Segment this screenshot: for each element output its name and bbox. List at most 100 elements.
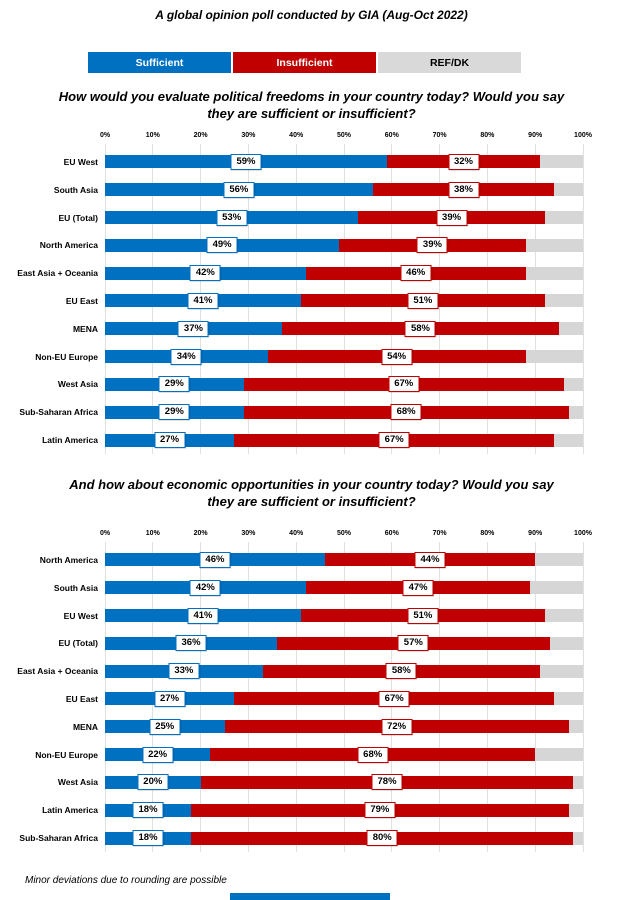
value-label: 68%: [390, 404, 422, 421]
bar-segment-ref-dk: [525, 266, 583, 280]
bar-track: 36% 57%: [105, 635, 583, 652]
axis-tick-label: 80%: [480, 530, 495, 537]
bar-segment-ref-dk: [573, 775, 583, 789]
bar-segment-ref-dk: [535, 748, 583, 762]
bar-segment-ref-dk: [549, 636, 583, 650]
bar-track: 59% 32%: [105, 153, 583, 170]
bar-track: 27% 67%: [105, 690, 583, 707]
value-label: 54%: [381, 348, 413, 365]
bar-segment-ref-dk: [535, 553, 583, 567]
bar-track: 42% 47%: [105, 579, 583, 596]
chart-plot-area: North America 46% 44% South Asia 42% 47% EU We…: [0, 542, 623, 852]
legend-item-insufficient: Insufficient: [233, 52, 376, 73]
bar-segment-ref-dk: [525, 238, 583, 252]
axis-tick-label: 10%: [145, 132, 160, 139]
bar-segment-ref-dk: [544, 609, 583, 623]
category-label: South Asia: [53, 184, 98, 195]
chart-title: How would you evaluate political freedom…: [58, 89, 565, 121]
axis-tick-label: 90%: [528, 530, 543, 537]
bar-track: 29% 67%: [105, 376, 583, 393]
bar-track: 42% 46%: [105, 265, 583, 282]
value-label: 22%: [142, 746, 174, 763]
value-label: 78%: [371, 774, 403, 791]
axis-tick-label: 10%: [145, 530, 160, 537]
axis-tick-label: 70%: [432, 132, 447, 139]
bar-row: West Asia 20% 78%: [0, 769, 583, 797]
bar-row: Non-EU Europe 22% 68%: [0, 741, 583, 769]
category-label: Latin America: [42, 805, 98, 816]
value-label: 57%: [397, 635, 429, 652]
category-label: East Asia + Oceania: [17, 268, 98, 279]
category-label: EU (Total): [58, 638, 98, 649]
rows: EU West 59% 32% South Asia 56% 38% EU (Total) 5…: [0, 148, 583, 454]
x-axis: 0% 10% 20% 30% 40% 50% 60% 70% 80% 90% 100%: [100, 132, 592, 144]
value-label: 67%: [378, 432, 410, 449]
value-label: 18%: [132, 830, 164, 847]
bar-segment-ref-dk: [539, 155, 583, 169]
value-label: 42%: [189, 265, 221, 282]
rows: North America 46% 44% South Asia 42% 47% EU We…: [0, 546, 583, 852]
value-label: 51%: [407, 292, 439, 309]
bar-segment-ref-dk: [554, 433, 583, 447]
category-label: Sub-Saharan Africa: [19, 407, 98, 418]
axis-tick-label: 60%: [384, 132, 399, 139]
bottom-banner-partial: [230, 893, 390, 900]
bar-row: Sub-Saharan Africa 18% 80%: [0, 824, 583, 852]
bar-segment-ref-dk: [544, 294, 583, 308]
axis-tick-label: 30%: [241, 530, 256, 537]
category-label: North America: [39, 554, 98, 565]
chart-economic-opportunities: And how about economic opportunities in …: [0, 476, 623, 852]
axis-tick-label: 70%: [432, 530, 447, 537]
chart-plot-area: EU West 59% 32% South Asia 56% 38% EU (Total) 5…: [0, 144, 623, 454]
axis-tick-label: 100%: [574, 132, 592, 139]
value-label: 46%: [400, 265, 432, 282]
bar-track: 37% 58%: [105, 320, 583, 337]
bar-row: Sub-Saharan Africa 29% 68%: [0, 398, 583, 426]
axis-tick-label: 50%: [336, 132, 352, 139]
bar-row: South Asia 56% 38%: [0, 176, 583, 204]
bar-row: EU West 59% 32%: [0, 148, 583, 176]
value-label: 56%: [223, 181, 255, 198]
bar-row: South Asia 42% 47%: [0, 574, 583, 602]
category-label: EU West: [63, 156, 98, 167]
bar-segment-ref-dk: [568, 405, 583, 419]
value-label: 32%: [447, 153, 480, 170]
value-label: 39%: [416, 237, 448, 254]
value-label: 29%: [158, 376, 190, 393]
axis-tick-label: 20%: [193, 132, 208, 139]
bar-track: 34% 54%: [105, 348, 583, 365]
bar-row: Latin America 27% 67%: [0, 426, 583, 454]
bar-track: 20% 78%: [105, 774, 583, 791]
category-label: Sub-Saharan Africa: [19, 833, 98, 844]
category-label: EU East: [65, 693, 98, 704]
value-label: 27%: [154, 690, 186, 707]
axis-tick-label: 20%: [193, 530, 208, 537]
bar-row: EU West 41% 51%: [0, 602, 583, 630]
value-label: 59%: [230, 153, 262, 170]
value-label: 67%: [388, 376, 420, 393]
axis-tick-label: 80%: [480, 132, 495, 139]
bar-track: 46% 44%: [105, 551, 583, 568]
axis-tick-label: 30%: [241, 132, 256, 139]
bar-track: 18% 80%: [105, 830, 583, 847]
bar-track: 18% 79%: [105, 802, 583, 819]
bar-segment-ref-dk: [530, 581, 583, 595]
bar-track: 56% 38%: [105, 181, 583, 198]
bar-segment-ref-dk: [539, 664, 583, 678]
axis-tick-label: 40%: [289, 132, 304, 139]
value-label: 72%: [381, 718, 413, 735]
category-label: East Asia + Oceania: [17, 666, 98, 677]
axis-tick-label: 0%: [99, 132, 111, 139]
value-label: 58%: [404, 320, 436, 337]
bar-segment-ref-dk: [525, 350, 583, 364]
legend: Sufficient Insufficient REF/DK: [88, 52, 521, 73]
bar-row: MENA 25% 72%: [0, 713, 583, 741]
bar-row: EU (Total) 53% 39%: [0, 204, 583, 232]
value-label: 25%: [149, 718, 181, 735]
bar-segment-ref-dk: [563, 377, 583, 391]
bar-row: Non-EU Europe 34% 54%: [0, 343, 583, 371]
category-label: EU West: [63, 610, 98, 621]
value-label: 41%: [187, 292, 219, 309]
value-label: 80%: [366, 830, 398, 847]
bar-track: 41% 51%: [105, 292, 583, 309]
